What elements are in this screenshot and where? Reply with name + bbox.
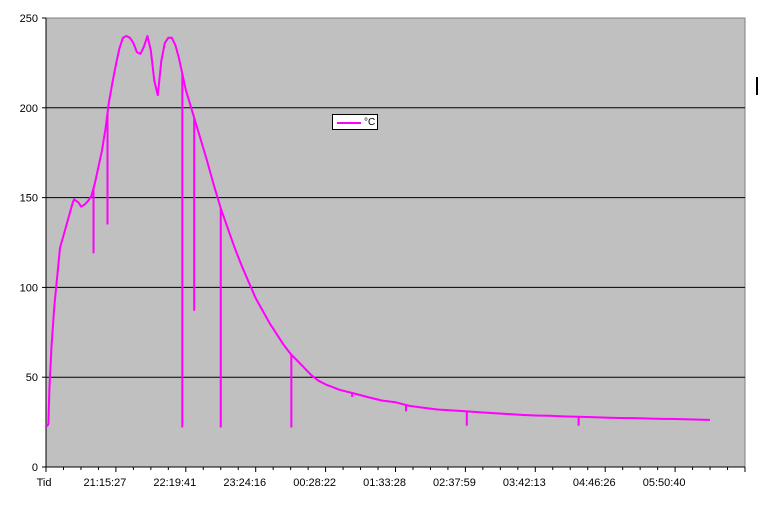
y-tick-label: 150 bbox=[20, 193, 38, 205]
x-tick-label: 03:42:13 bbox=[503, 477, 546, 489]
series-layer bbox=[46, 35, 711, 428]
y-axis-ticks: 0 50 100 150 200 250 bbox=[20, 13, 47, 474]
plot-area bbox=[45, 17, 746, 468]
x-tick-label: 00:28:22 bbox=[293, 477, 336, 489]
y-tick-label: 200 bbox=[20, 103, 38, 115]
y-tick-label: 50 bbox=[26, 372, 38, 384]
y-tick-label: 250 bbox=[20, 13, 38, 25]
series-line bbox=[46, 35, 711, 427]
edge-mark bbox=[756, 77, 758, 95]
x-tick-label: 01:33:28 bbox=[363, 477, 406, 489]
x-tick-label: 02:37:59 bbox=[433, 477, 476, 489]
gridlines bbox=[46, 107, 745, 378]
x-axis-ticks: Tid 21:15:27 22:19:41 23:24:16 00:28:22 01:33… bbox=[37, 466, 746, 489]
x-tick-label: Tid bbox=[37, 477, 52, 489]
legend-swatch bbox=[337, 122, 361, 124]
x-tick-label: 04:46:26 bbox=[573, 477, 616, 489]
x-tick-label: 23:24:16 bbox=[223, 477, 266, 489]
legend: °C bbox=[332, 114, 378, 130]
x-tick-label: 05:50:40 bbox=[643, 477, 686, 489]
y-tick-label: 100 bbox=[20, 282, 38, 294]
legend-label: °C bbox=[364, 117, 376, 128]
x-tick-label: 21:15:27 bbox=[84, 477, 127, 489]
x-tick-label: 22:19:41 bbox=[153, 477, 196, 489]
y-tick-label: 0 bbox=[32, 462, 38, 474]
